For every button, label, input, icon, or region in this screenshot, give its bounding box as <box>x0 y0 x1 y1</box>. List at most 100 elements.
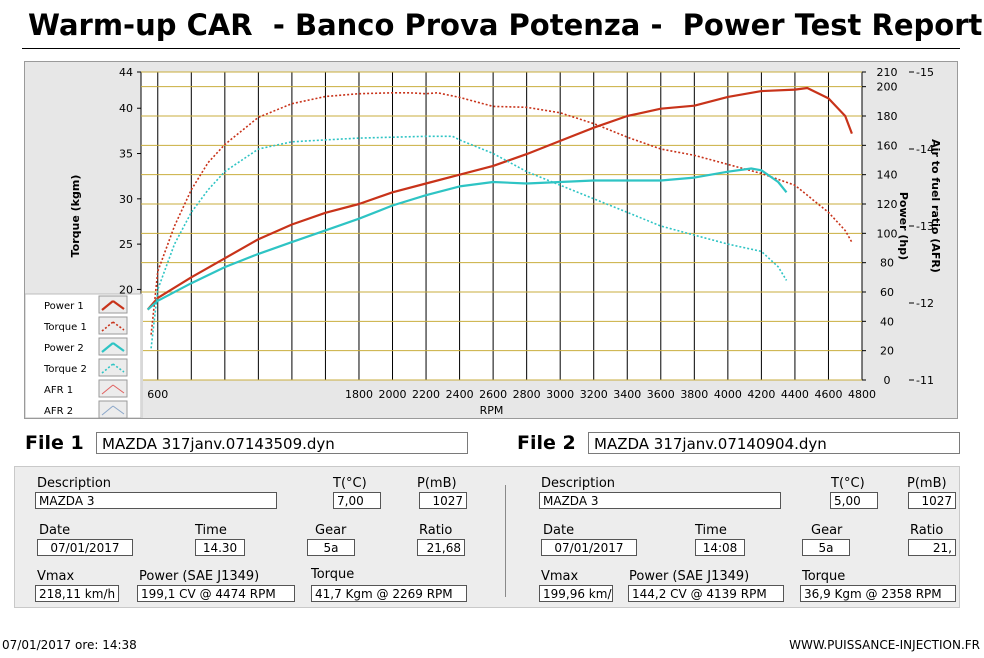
legend-line <box>101 384 114 395</box>
power-tick-label: 80 <box>880 257 894 270</box>
file1-torque-field: 41,7 Kgm @ 2269 RPM <box>311 585 467 602</box>
torque-tick-label: 44 <box>119 66 133 79</box>
power-axis-label: Power (hp) <box>897 192 910 260</box>
legend-label: Torque 2 <box>43 364 87 375</box>
file2-vmax-label: Vmax <box>541 569 579 584</box>
file1-temp-label: T(°C) <box>333 476 367 491</box>
file2-description-field: MAZDA 3 <box>539 492 781 509</box>
file1-power-label: Power (SAE J1349) <box>139 569 260 584</box>
file1-gear-field: 5a <box>307 539 355 556</box>
legend-line <box>112 300 125 310</box>
power-tick-label: 160 <box>877 139 898 152</box>
legend-label: Power 2 <box>44 343 84 354</box>
info-panel: Description MAZDA 3 T(°C) 7,00 P(mB) 102… <box>14 466 960 608</box>
series-line-1 <box>146 86 853 311</box>
x-tick-label: 3000 <box>546 388 574 401</box>
file1-filename: MAZDA 317janv.07143509.dyn <box>96 432 468 454</box>
file2-temp-label: T(°C) <box>831 476 865 491</box>
file1-vmax-label: Vmax <box>37 569 75 584</box>
torque-tick-label: 25 <box>119 238 133 251</box>
afr-tick-label: -14 <box>916 143 934 156</box>
torque-tick-label: 30 <box>119 193 133 206</box>
title-divider <box>22 48 960 49</box>
file2-gear-label: Gear <box>811 523 843 538</box>
power-tick-label: 200 <box>877 81 898 94</box>
x-tick-label: 2000 <box>379 388 407 401</box>
x-tick-label: 4400 <box>781 388 809 401</box>
file2-time-field: 14:08 <box>695 539 745 556</box>
legend-line <box>112 342 125 352</box>
legend-line <box>112 405 125 415</box>
afr-tick-label: -11 <box>916 374 934 387</box>
dyno-chart: 600 1800 2000 2200 2400 2600 2800 3000 3200 3400 3… <box>25 66 942 418</box>
legend-swatch <box>98 295 128 314</box>
x-tick-label: 600 <box>147 388 168 401</box>
legend-label: Power 1 <box>44 301 84 312</box>
file1-temp-field: 7,00 <box>333 492 381 509</box>
x-tick-label: 2800 <box>513 388 541 401</box>
file2-time-label: Time <box>695 523 727 538</box>
series-line-4 <box>150 135 788 349</box>
afr-tick-label: -15 <box>916 66 934 79</box>
torque-tick-label: 35 <box>119 148 133 161</box>
file2-temp-field: 5,00 <box>830 492 878 509</box>
power-tick-label: 100 <box>877 227 898 240</box>
file1-ratio-field: 21,68 <box>417 539 465 556</box>
plot-area <box>140 71 863 381</box>
legend-line <box>101 300 114 311</box>
legend-swatch <box>98 379 128 398</box>
legend-line <box>101 405 114 416</box>
file1-label: File 1 <box>25 432 84 454</box>
x-tick-label: 2400 <box>446 388 474 401</box>
report-title: Warm-up CAR - Banco Prova Potenza - Powe… <box>28 8 983 42</box>
file2-power-field: 144,2 CV @ 4139 RPM <box>628 585 784 602</box>
legend-line <box>112 384 125 394</box>
file1-gear-label: Gear <box>315 523 347 538</box>
x-tick-label: 2200 <box>412 388 440 401</box>
file2-vmax-field: 199,96 km/ <box>539 585 613 602</box>
x-tick-label: 4600 <box>814 388 842 401</box>
power-tick-label: 180 <box>877 110 898 123</box>
file2-ratio-label: Ratio <box>910 523 944 538</box>
chart-panel: 600 1800 2000 2200 2400 2600 2800 3000 3200 3400 3… <box>24 61 958 419</box>
x-tick-label: 3200 <box>580 388 608 401</box>
legend-swatch <box>98 358 128 377</box>
legend-label: AFR 1 <box>44 385 73 396</box>
file2-pressure-label: P(mB) <box>907 476 947 491</box>
file1-vmax-field: 218,11 km/h <box>35 585 119 602</box>
power-tick-label: 0 <box>884 374 891 387</box>
legend-line <box>101 342 114 353</box>
file1-time-field: 14.30 <box>195 539 245 556</box>
file1-time-label: Time <box>195 523 227 538</box>
footer-timestamp: 07/01/2017 ore: 14:38 <box>2 638 137 652</box>
file1-torque-label: Torque <box>311 567 355 582</box>
panel-divider <box>505 485 506 597</box>
series-line-3 <box>146 167 788 311</box>
power-tick-label: 120 <box>877 198 898 211</box>
torque-tick-label: 20 <box>119 283 133 296</box>
legend-swatch <box>98 400 128 418</box>
file2-label: File 2 <box>517 432 576 454</box>
footer-website: WWW.PUISSANCE-INJECTION.FR <box>789 638 980 652</box>
legend-edge <box>141 294 143 418</box>
power-tick-label: 40 <box>880 315 894 328</box>
file1-power-field: 199,1 CV @ 4474 RPM <box>137 585 295 602</box>
file2-gear-field: 5a <box>802 539 850 556</box>
x-tick-label: 1800 <box>345 388 373 401</box>
x-tick-label: 3400 <box>613 388 641 401</box>
afr-tick-label: -13 <box>916 220 934 233</box>
torque-axis-label: Torque (kgm) <box>69 175 82 258</box>
x-tick-label: 2600 <box>479 388 507 401</box>
legend-label: Torque 1 <box>43 322 87 333</box>
file2-pressure-field: 1027 <box>908 492 956 509</box>
x-tick-label: 4000 <box>714 388 742 401</box>
file1-ratio-label: Ratio <box>419 523 453 538</box>
x-tick-label: 3800 <box>680 388 708 401</box>
file2-description-label: Description <box>541 476 616 491</box>
file1-pressure-field: 1027 <box>419 492 467 509</box>
power-tick-label: 140 <box>877 169 898 182</box>
legend-swatch <box>98 316 128 335</box>
afr-axis-label: Air to fuel ratio (AFR) <box>929 139 942 273</box>
file2-torque-field: 36,9 Kgm @ 2358 RPM <box>800 585 956 602</box>
file2-power-label: Power (SAE J1349) <box>629 569 750 584</box>
